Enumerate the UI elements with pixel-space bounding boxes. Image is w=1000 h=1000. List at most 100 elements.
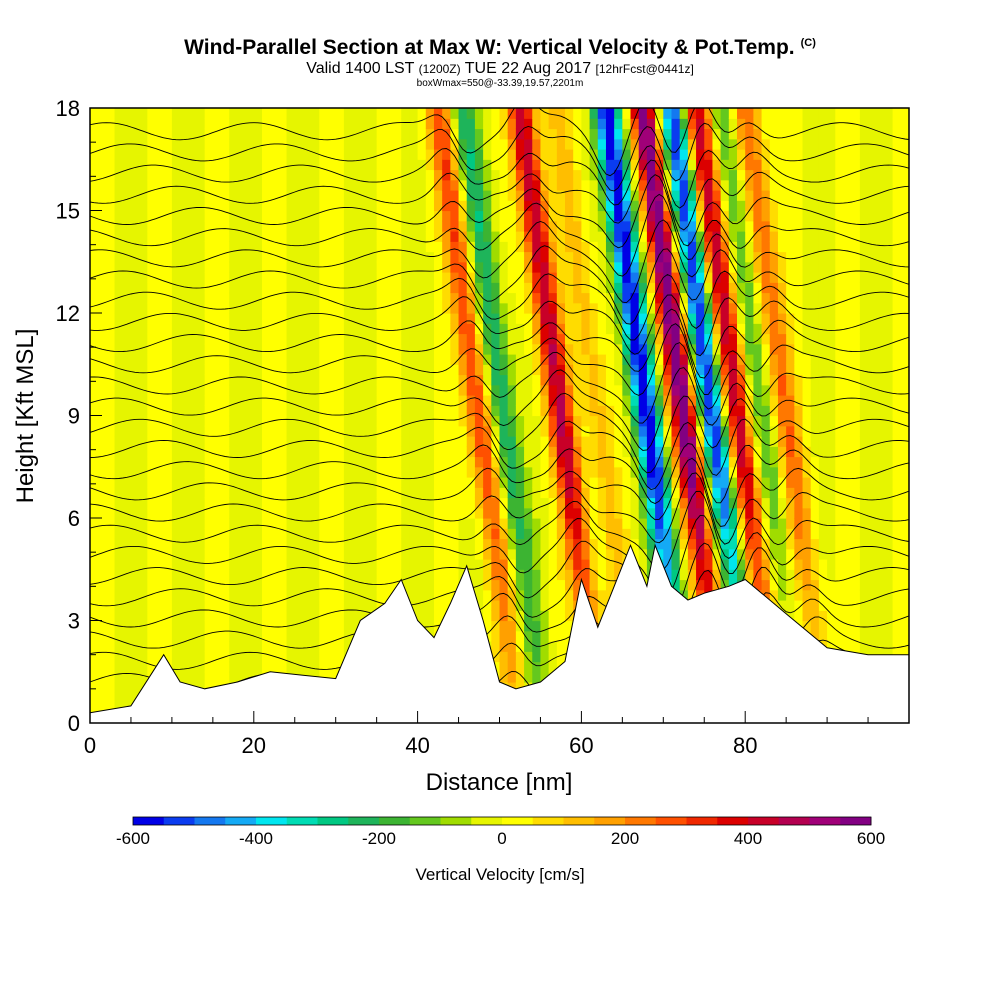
velocity-cell [286,497,296,509]
velocity-cell [114,159,124,171]
velocity-cell [221,354,230,365]
velocity-cell [737,446,746,458]
velocity-cell [630,415,640,427]
velocity-cell [745,220,754,232]
velocity-cell [630,149,640,160]
velocity-cell [556,518,566,529]
velocity-cell [229,630,239,642]
velocity-cell [302,149,312,160]
velocity-cell [196,251,206,263]
velocity-cell [540,190,550,201]
velocity-cell [384,456,394,468]
velocity-cell [163,589,173,601]
velocity-cell [565,138,574,150]
velocity-cell [245,651,255,663]
velocity-cell [409,548,419,560]
velocity-cell [401,313,411,324]
velocity-cell [458,169,468,181]
velocity-cell [122,159,132,171]
velocity-cell [327,220,337,232]
velocity-cell [417,600,427,611]
velocity-cell [319,282,329,294]
velocity-cell [417,354,427,365]
velocity-cell [605,241,615,253]
velocity-cell [442,138,451,150]
velocity-cell [90,241,99,253]
velocity-cell [130,374,140,386]
velocity-cell [638,138,648,150]
velocity-cell [106,548,116,560]
velocity-cell [302,220,312,232]
velocity-cell [663,518,673,529]
velocity-cell [180,302,189,314]
velocity-cell [442,220,451,232]
velocity-cell [712,282,722,294]
velocity-cell [335,446,345,458]
velocity-cell [253,138,263,150]
velocity-cell [261,374,271,386]
velocity-cell [524,425,533,437]
velocity-cell [401,466,411,478]
velocity-cell [646,128,656,140]
velocity-cell [646,415,656,427]
velocity-cell [376,477,386,488]
velocity-cell [515,231,525,242]
velocity-cell [474,477,484,488]
velocity-cell [221,384,230,396]
velocity-cell [270,323,279,335]
velocity-cell [704,231,714,242]
velocity-cell [630,477,640,488]
velocity-cell [278,159,288,171]
velocity-cell [540,569,550,581]
velocity-cell [671,128,681,140]
velocity-cell [581,282,591,294]
velocity-cell [253,179,263,191]
velocity-cell [622,538,632,550]
velocity-cell [458,128,468,140]
velocity-cell [327,292,337,304]
velocity-cell [122,487,132,499]
velocity-cell [278,364,288,376]
velocity-cell [302,415,312,427]
velocity-cell [687,190,697,201]
velocity-cell [458,138,468,150]
velocity-cell [483,446,492,458]
velocity-cell [245,149,255,160]
velocity-cell [229,497,239,509]
velocity-cell [507,395,517,406]
velocity-cell [221,159,230,171]
velocity-cell [401,179,411,191]
velocity-cell [114,569,124,581]
velocity-cell [638,354,648,365]
velocity-cell [630,200,640,212]
velocity-cell [671,251,681,263]
velocity-cell [180,384,189,396]
velocity-cell [319,610,329,622]
velocity-cell [474,364,484,376]
velocity-cell [261,456,271,468]
velocity-cell [245,436,255,447]
velocity-cell [515,671,525,683]
velocity-cell [311,210,320,222]
velocity-cell [679,108,689,119]
velocity-cell [679,405,689,417]
velocity-cell [229,333,239,345]
velocity-cell [171,548,181,560]
velocity-cell [221,292,230,304]
velocity-cell [433,231,443,242]
velocity-cell [98,641,107,652]
velocity-cell [507,641,517,652]
velocity-cell [442,384,451,396]
velocity-cell [573,282,582,294]
velocity-cell [171,384,181,396]
velocity-cell [155,630,165,642]
velocity-cell [270,169,279,181]
velocity-cell [433,538,443,550]
velocity-cell [507,282,517,294]
velocity-cell [180,559,189,570]
velocity-cell [540,600,550,611]
velocity-cell [491,354,501,365]
velocity-cell [532,559,542,570]
velocity-cell [720,138,730,150]
velocity-cell [311,128,320,140]
